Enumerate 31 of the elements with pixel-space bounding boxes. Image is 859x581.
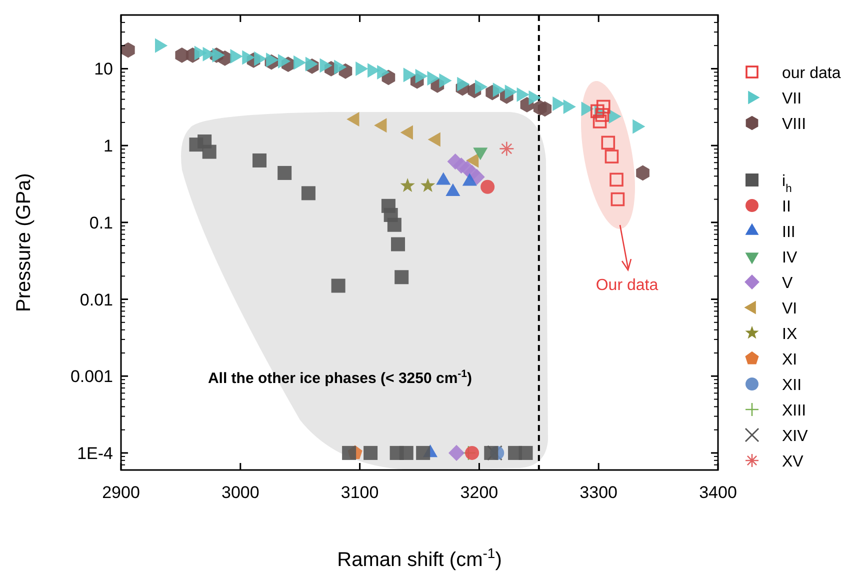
annotation: All the other ice phases (< 3250 cm$^{-1}$) (208, 368, 472, 387)
legend-label: XI (782, 352, 798, 368)
x-tick-label: 3000 (221, 483, 260, 502)
y-tick-label: 1E-4 (77, 444, 113, 463)
x-tick-label: 3200 (460, 483, 498, 502)
y-axis-title: Pressure (GPa) (13, 173, 35, 312)
legend-label: III (782, 224, 796, 241)
y-tick-label: 0.01 (80, 290, 113, 310)
legend-label: XIII (782, 402, 806, 420)
legend-label: our data (782, 65, 841, 82)
x-tick-label: 3300 (580, 483, 618, 502)
x-tick-label: 3400 (699, 483, 737, 502)
legend-label: II (782, 198, 791, 216)
x-tick-label: 2900 (102, 483, 140, 502)
legend-label: IV (782, 250, 798, 266)
legend-label: VIII (782, 116, 806, 133)
x-tick-label: 3100 (340, 483, 379, 502)
y-tick-label: 0.001 (70, 367, 113, 386)
x-axis-title: Raman shift (cm$^{-1}$) (337, 545, 502, 571)
legend-label: V (782, 275, 793, 292)
legend-label: VI (782, 300, 798, 318)
annotation: Our data (596, 277, 658, 294)
y-tick-label: 0.1 (89, 213, 113, 232)
legend-label: XII (782, 377, 802, 394)
legend-label: XIV (782, 428, 808, 445)
legend-label: VII (782, 90, 802, 108)
y-tick-label: 10 (94, 60, 113, 79)
y-tick-label: 1 (104, 136, 113, 156)
legend-label: IX (782, 326, 798, 343)
legend-label: XV (782, 454, 804, 470)
legend-label: i$_{h}$ (782, 173, 792, 195)
